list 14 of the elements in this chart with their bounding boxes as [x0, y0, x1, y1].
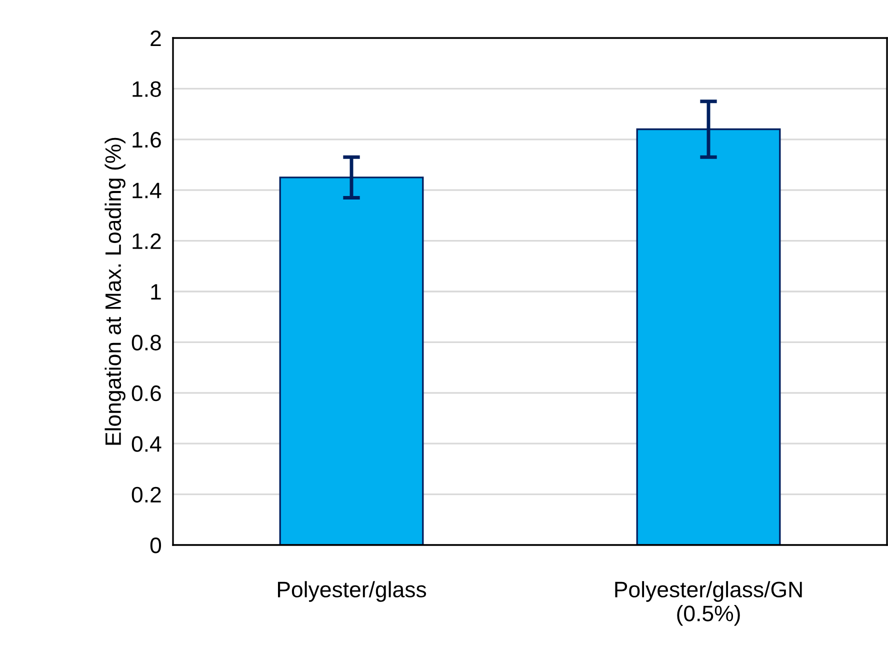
y-tick-label: 1	[151, 284, 161, 300]
y-tick-label: 0.4	[132, 436, 162, 452]
y-tick-label: 0	[150, 538, 162, 554]
y-tick-label: 0.8	[132, 334, 161, 350]
y-axis-title: Elongation at Max. Loading (%)	[104, 138, 126, 445]
y-tick-label: 1.2	[132, 233, 161, 249]
y-tick-label: 0.2	[132, 486, 161, 503]
y-tick-label: 1.4	[132, 182, 162, 198]
y-tick-label: 0.6	[132, 385, 161, 402]
x-tick-label: Polyester/glass/GN (0.5%)	[615, 581, 802, 626]
y-tick-label: 1.8	[132, 81, 161, 97]
y-tick-label: 2	[150, 30, 161, 46]
y-tick-label: 1.6	[132, 132, 161, 148]
x-tick-label: Polyester/glass	[278, 581, 426, 602]
